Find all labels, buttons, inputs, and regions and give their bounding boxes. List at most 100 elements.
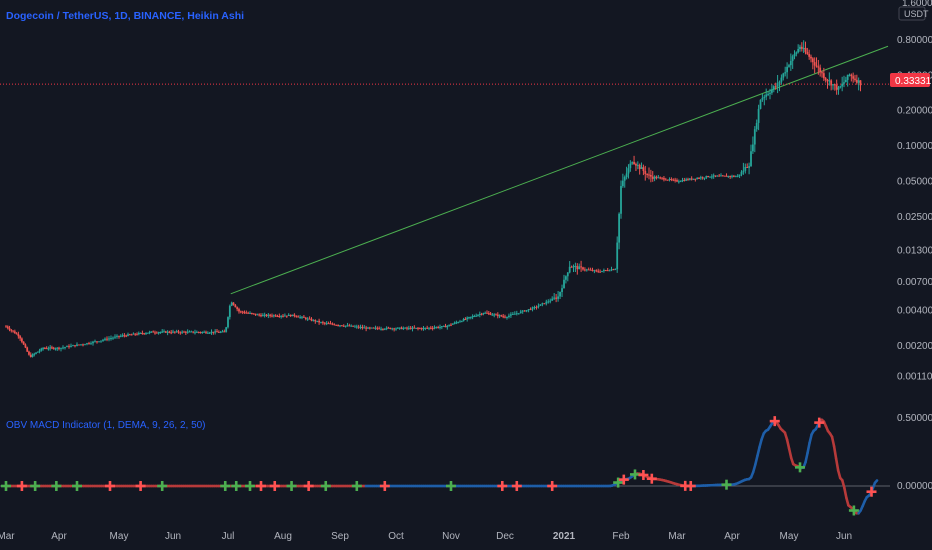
- candle-body: [164, 331, 167, 333]
- candle-body: [493, 314, 496, 316]
- buy-cross-marker: [795, 462, 805, 473]
- candle-body: [616, 242, 619, 270]
- candle-body: [289, 314, 292, 317]
- buy-cross-marker: [30, 481, 41, 491]
- candle-body: [306, 318, 309, 320]
- candle-body: [28, 351, 30, 355]
- candle-body: [141, 332, 144, 334]
- indicator-line-segment: [834, 457, 840, 472]
- candle-body: [565, 276, 567, 280]
- candle-body: [172, 331, 174, 333]
- candle-body: [368, 327, 371, 329]
- sell-cross-marker: [638, 470, 649, 481]
- marker-bar: [320, 484, 331, 488]
- candle-body: [435, 327, 438, 329]
- candle-body: [748, 166, 750, 168]
- candle-body: [580, 266, 582, 268]
- candle-body: [729, 176, 732, 178]
- candle-body: [92, 341, 94, 344]
- candle-body: [487, 313, 490, 315]
- candle-body: [489, 313, 492, 315]
- candle-body: [173, 331, 176, 333]
- candle-body: [657, 177, 660, 179]
- candle-body: [784, 72, 787, 74]
- candle-body: [303, 316, 305, 318]
- buy-cross-marker: [231, 481, 242, 491]
- candle-body: [40, 348, 43, 351]
- candle-body: [633, 162, 635, 165]
- buy-cross-marker: [72, 481, 82, 491]
- candle-body: [166, 331, 169, 333]
- candle-body: [431, 327, 434, 329]
- candle-body: [471, 316, 474, 318]
- marker-bar: [814, 421, 825, 424]
- candle-body: [638, 164, 641, 169]
- candle-body: [6, 326, 9, 329]
- candle-body: [763, 96, 766, 98]
- candle-body: [642, 167, 645, 171]
- candle-body: [523, 310, 526, 312]
- buy-cross-marker: [848, 505, 859, 516]
- candle-body: [531, 307, 534, 310]
- candle-body: [127, 334, 129, 336]
- candle-body: [712, 175, 715, 177]
- sell-cross-marker: [511, 481, 522, 491]
- candle-body: [383, 328, 386, 330]
- candle-body: [625, 173, 628, 178]
- currency-button-frame[interactable]: [898, 6, 926, 21]
- candle-body: [670, 178, 673, 180]
- candle-body: [666, 179, 669, 181]
- candle-body: [854, 78, 856, 80]
- candle-body: [802, 47, 805, 49]
- candle-body: [495, 314, 497, 316]
- marker-bar: [721, 483, 732, 486]
- currency-label[interactable]: USDT: [904, 9, 929, 19]
- candle-body: [723, 175, 726, 177]
- buy-cross-marker: [351, 481, 362, 491]
- sell-cross-marker: [105, 481, 115, 491]
- candle-body: [636, 164, 639, 166]
- indicator-title: OBV MACD Indicator (1, DEMA, 9, 26, 2, 5…: [6, 420, 206, 431]
- candle-body: [195, 331, 198, 333]
- candle-body: [439, 326, 441, 328]
- indicator-markers-group: [1, 416, 877, 516]
- time-axis[interactable]: Mar Apr May Jun Jul Aug Sep Oct Nov Dec 2021 Feb Mar…: [0, 531, 852, 542]
- candle-body: [703, 177, 706, 179]
- time-tick-label: May: [780, 531, 799, 542]
- marker-bar: [630, 473, 640, 476]
- candle-body: [102, 339, 104, 341]
- candle-body: [271, 315, 273, 317]
- candle-body: [22, 341, 25, 345]
- candle-body: [446, 325, 449, 328]
- candle-body: [521, 310, 524, 312]
- candle-body: [510, 314, 512, 316]
- candle-body: [168, 331, 171, 333]
- candle-body: [566, 272, 569, 277]
- candle-body: [293, 314, 296, 316]
- indicator-line-segment: [832, 445, 838, 461]
- candle-body: [192, 331, 195, 333]
- candle-body: [593, 270, 596, 272]
- candle-body: [121, 335, 124, 337]
- candle-body: [817, 66, 820, 68]
- candle-body: [267, 314, 270, 316]
- candle-body: [826, 79, 829, 82]
- candle-body: [96, 341, 98, 343]
- buy-cross-marker: [245, 481, 255, 491]
- indicator-line-segment: [808, 433, 813, 445]
- candle-body: [720, 175, 722, 177]
- marker-bar: [795, 466, 805, 469]
- candle-body: [618, 213, 620, 243]
- price-tick-label: 0.02500: [897, 212, 932, 223]
- price-tick-label: 0.01300: [897, 245, 932, 256]
- candle-body: [464, 319, 467, 321]
- candle-body: [750, 151, 752, 167]
- indicator-axis: 0.50000 0.00000: [897, 413, 932, 492]
- marker-bar: [497, 484, 508, 488]
- price-axis[interactable]: 1.60000 USDT 0.800000.400000.200000.1000…: [897, 0, 932, 383]
- candle-body: [855, 79, 858, 83]
- marker-bar: [351, 484, 362, 488]
- candle-body: [744, 166, 747, 171]
- candle-body: [813, 62, 816, 66]
- candle-body: [422, 327, 425, 329]
